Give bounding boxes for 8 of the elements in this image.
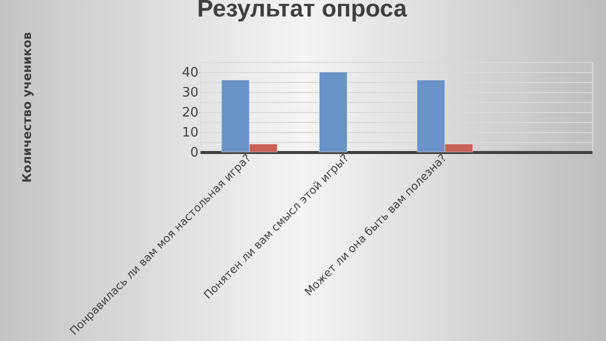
y-tick-label: 20 [182, 106, 198, 120]
y-axis-title: Количество учеников [20, 32, 34, 183]
y-tick-label: 0 [190, 146, 198, 160]
y-tick-label: 10 [182, 126, 198, 140]
bar [319, 72, 348, 152]
y-tick-label: 40 [182, 66, 198, 80]
y-tick-label: 30 [182, 86, 198, 100]
chart-title: Результат опроса [197, 0, 408, 23]
